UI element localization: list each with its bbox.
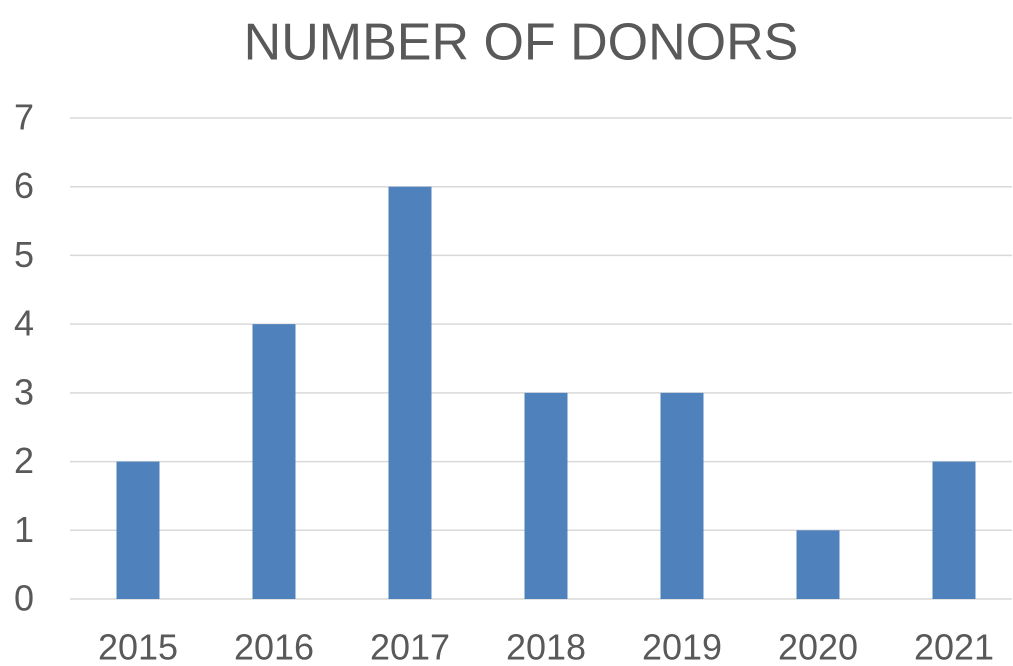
bar	[796, 530, 840, 599]
chart-title: NUMBER OF DONORS	[244, 14, 799, 72]
x-tick-label: 2015	[98, 627, 178, 666]
x-tick-label: 2020	[778, 627, 858, 666]
x-tick-label: 2017	[370, 627, 450, 666]
x-tick-label: 2021	[914, 627, 994, 666]
bar	[116, 461, 160, 599]
y-tick-label: 2	[14, 440, 34, 481]
y-tick-label: 7	[14, 97, 34, 138]
bar	[660, 392, 704, 599]
y-tick-label: 5	[14, 234, 34, 275]
bar	[252, 324, 296, 599]
bar	[932, 461, 976, 599]
x-tick-label: 2018	[506, 627, 586, 666]
y-tick-label: 3	[14, 371, 34, 412]
x-tick-label: 2019	[642, 627, 722, 666]
y-tick-label: 6	[14, 165, 34, 206]
y-tick-label: 4	[14, 303, 34, 344]
bar	[524, 392, 568, 599]
y-tick-label: 0	[14, 578, 34, 619]
x-tick-label: 2016	[234, 627, 314, 666]
bar	[388, 186, 432, 599]
y-tick-label: 1	[14, 509, 34, 550]
